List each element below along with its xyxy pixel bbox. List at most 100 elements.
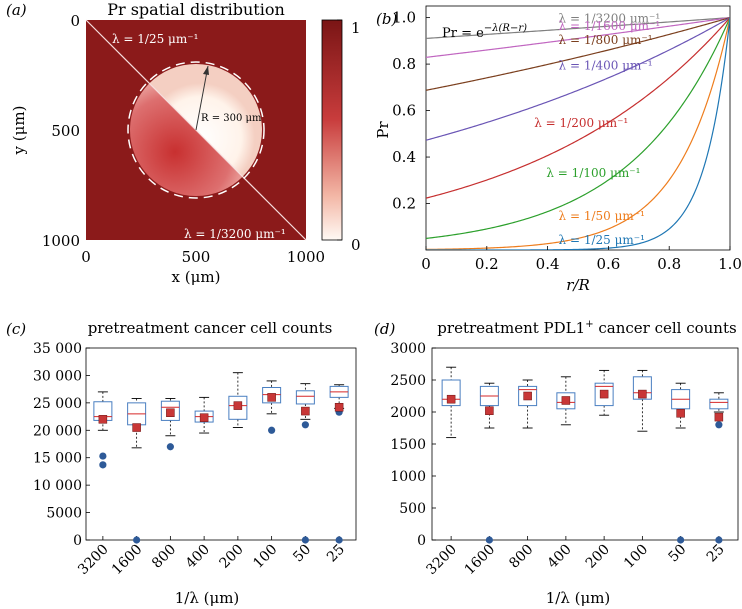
series-labels: λ = 1/3200 μm⁻¹λ = 1/1600 μm⁻¹λ = 1/800 … — [534, 11, 660, 247]
radius-arrow-head — [203, 66, 209, 75]
y-tick-label: 0 — [417, 533, 426, 549]
outlier-point — [166, 443, 174, 451]
series-line — [426, 17, 730, 199]
y-tick-label: 1000 — [42, 232, 80, 250]
outlier-point — [99, 461, 107, 469]
panel-c: (c) pretreatment cancer cell counts 0 500… — [6, 319, 357, 607]
mean-marker — [199, 413, 209, 422]
x-tick-label: 0 — [421, 255, 431, 273]
colorbar-max-label: 1 — [351, 19, 361, 37]
radius-label: R = 300 μm — [201, 113, 262, 124]
box-group — [479, 382, 499, 544]
series-label: λ = 1/1600 μm⁻¹ — [559, 19, 661, 33]
box-group — [127, 398, 147, 544]
x-tick-label: 200 — [583, 542, 613, 572]
x-tick-label: 0.4 — [536, 255, 560, 273]
radius-arrow — [195, 65, 209, 131]
y-tick-label: 5000 — [46, 506, 82, 522]
box-group — [295, 383, 315, 544]
mean-marker — [267, 393, 276, 402]
x-tick-label: 0 — [81, 248, 91, 266]
y-tick-label: 0.4 — [392, 148, 416, 166]
y-tick-label: 1500 — [390, 437, 426, 453]
x-axis-label: 1/λ (μm) — [546, 589, 611, 607]
plot-frame — [85, 347, 357, 541]
y-tick-label: 15 000 — [33, 451, 82, 467]
panel-b: (b) 0 0.2 0.4 0.6 0.8 1.0 0.2 0.4 0.6 0.8 1.0 λ = … — [374, 5, 742, 294]
colorbar — [321, 19, 343, 241]
series-line — [426, 17, 730, 240]
y-tick-label: 500 — [399, 501, 426, 517]
box-group — [709, 392, 729, 544]
equation: Pr = e−λ(R−r) — [442, 23, 527, 41]
mean-marker — [166, 408, 175, 417]
x-tick-label: 1600 — [109, 542, 146, 579]
y-axis-label: y (μm) — [10, 106, 28, 156]
box-plot-d: 0 500 1000 1500 2000 2500 3000 3200 1600 800 400 20… — [390, 341, 739, 579]
region-dashed-circle — [127, 61, 265, 199]
mean-marker — [98, 415, 108, 424]
panel-a: (a) Pr spatial distribution R = 300 μm λ… — [6, 0, 361, 286]
x-tick-label: 200 — [216, 542, 246, 572]
mean-marker — [485, 406, 494, 415]
outlier-point — [301, 421, 309, 429]
y-tick-label: 2000 — [390, 405, 426, 421]
mean-marker — [523, 391, 532, 401]
series-label: λ = 1/50 μm⁻¹ — [559, 209, 645, 223]
box-group — [556, 376, 576, 426]
series-label: λ = 1/100 μm⁻¹ — [546, 166, 640, 180]
y-tick-label: 20 000 — [33, 423, 82, 439]
series-line — [426, 17, 730, 40]
outlier-point — [301, 536, 309, 544]
box-group — [441, 366, 461, 439]
panel-c-title: pretreatment cancer cell counts — [88, 319, 333, 337]
box-group — [594, 369, 614, 416]
box-group — [262, 380, 282, 434]
x-tick-label: 400 — [544, 542, 574, 572]
x-tick-label: 50 — [666, 542, 690, 566]
box-group — [93, 391, 113, 469]
y-axis-label: Pr — [374, 121, 392, 139]
panel-d: (d) pretreatment PDL1+ cancer cell count… — [374, 319, 739, 607]
x-tick-label: 800 — [149, 542, 179, 572]
x-tick-label: 1000 — [287, 248, 325, 266]
x-tick-label: 500 — [182, 248, 211, 266]
outlier-point — [485, 536, 493, 544]
curve-group — [426, 17, 730, 250]
x-tick-label: 1600 — [462, 542, 499, 579]
mean-marker — [714, 412, 724, 422]
mean-marker — [638, 389, 647, 399]
x-tick-label: 50 — [290, 542, 314, 566]
panel-b-label: (b) — [376, 10, 397, 28]
colorbar-min-label: 0 — [351, 236, 361, 254]
x-axis-label: x (μm) — [172, 268, 221, 286]
outlier-point — [133, 536, 141, 544]
outlier-point — [715, 421, 723, 429]
series-line — [426, 17, 730, 141]
y-tick-label: 3000 — [390, 341, 426, 357]
outlier-point — [715, 536, 723, 544]
mean-marker — [301, 406, 310, 416]
mean-marker — [599, 389, 609, 399]
panel-c-label: (c) — [6, 320, 26, 338]
x-tick-label: 400 — [183, 542, 213, 572]
box-plot-c: 0 5000 10 000 15 000 20 000 25 000 30 000 35 00… — [33, 341, 357, 579]
box-group — [160, 398, 180, 451]
series-line — [426, 17, 730, 91]
panel-a-label: (a) — [6, 1, 27, 19]
outlier-point — [335, 536, 343, 544]
panel-d-label: (d) — [374, 320, 395, 338]
x-tick-label: 800 — [506, 542, 536, 572]
x-axis-label: 1/λ (μm) — [175, 589, 240, 607]
box — [295, 390, 315, 405]
mean-marker — [676, 409, 685, 418]
box — [632, 376, 652, 400]
annotation-lambda-25: λ = 1/25 μm⁻¹ — [112, 32, 198, 46]
box-group — [228, 372, 248, 428]
panel-a-title: Pr spatial distribution — [107, 0, 285, 19]
mean-marker — [561, 396, 571, 405]
series-label: λ = 1/800 μm⁻¹ — [559, 33, 653, 47]
y-tick-label: 0 — [73, 533, 82, 549]
annotation-lambda-3200: λ = 1/3200 μm⁻¹ — [184, 227, 286, 241]
